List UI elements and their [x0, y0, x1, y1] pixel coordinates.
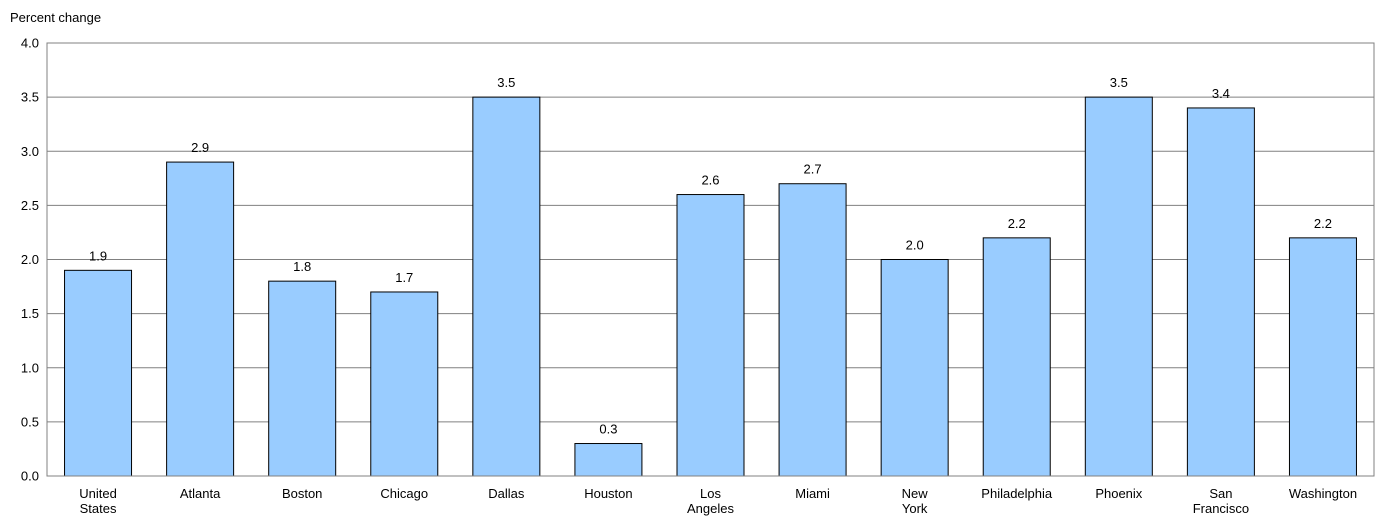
x-category-label: Dallas	[488, 486, 525, 501]
bar	[1084, 96, 1153, 477]
bar	[64, 269, 133, 477]
bar	[1186, 107, 1255, 477]
y-tick-label: 2.5	[21, 198, 39, 213]
data-label: 3.5	[497, 75, 515, 90]
data-labels: 1.9 2.9 1.8 1.7 3.5 0.3 2.6 2.7 2.0 2.2 3.5 3.4 2.2	[89, 75, 1332, 436]
y-tick-label: 1.5	[21, 306, 39, 321]
y-tick-label: 0.5	[21, 414, 39, 429]
data-label: 2.2	[1008, 216, 1026, 231]
data-label: 3.5	[1110, 75, 1128, 90]
bar	[268, 280, 337, 477]
data-label: 2.7	[804, 162, 822, 177]
data-label: 1.8	[293, 259, 311, 274]
x-category-label: Los Angeles	[687, 486, 734, 516]
data-label: 1.9	[89, 248, 107, 263]
y-tick-label: 4.0	[21, 36, 39, 51]
bar	[880, 259, 949, 477]
plot-frame	[46, 42, 1375, 477]
bar	[1288, 237, 1357, 477]
x-category-label: Washington	[1289, 486, 1357, 501]
bar	[574, 443, 643, 477]
data-label: 2.9	[191, 140, 209, 155]
x-category-label: United States	[79, 486, 117, 516]
y-tick-label: 2.0	[21, 252, 39, 267]
y-axis-ticks: 0.0 0.5 1.0 1.5 2.0 2.5 3.0 3.5 4.0	[21, 36, 39, 484]
x-axis-categories: United States Atlanta Boston Chicago Dallas Ho…	[79, 486, 1357, 516]
x-category-label: Houston	[584, 486, 632, 501]
data-label: 2.2	[1314, 216, 1332, 231]
bar	[472, 96, 541, 477]
x-category-label: Phoenix	[1095, 486, 1142, 501]
data-label: 3.4	[1212, 86, 1230, 101]
y-tick-label: 1.0	[21, 360, 39, 375]
y-axis-label: Percent change	[10, 10, 101, 25]
y-tick-label: 0.0	[21, 469, 39, 484]
bar	[166, 161, 235, 477]
data-label: 2.6	[701, 173, 719, 188]
x-category-label: New York	[902, 486, 929, 516]
data-label: 2.0	[906, 238, 924, 253]
bar	[982, 237, 1051, 477]
y-tick-label: 3.5	[21, 90, 39, 105]
bar	[370, 291, 439, 477]
x-category-label: Boston	[282, 486, 322, 501]
y-tick-label: 3.0	[21, 144, 39, 159]
bar	[676, 194, 745, 477]
x-category-label: Chicago	[380, 486, 428, 501]
bars	[64, 96, 1357, 477]
x-category-label: Miami	[795, 486, 830, 501]
x-category-label: Atlanta	[180, 486, 221, 501]
x-category-label: Philadelphia	[981, 486, 1053, 501]
data-label: 1.7	[395, 270, 413, 285]
bar	[778, 183, 847, 477]
data-label: 0.3	[599, 422, 617, 437]
x-category-label: San Francisco	[1193, 486, 1249, 516]
